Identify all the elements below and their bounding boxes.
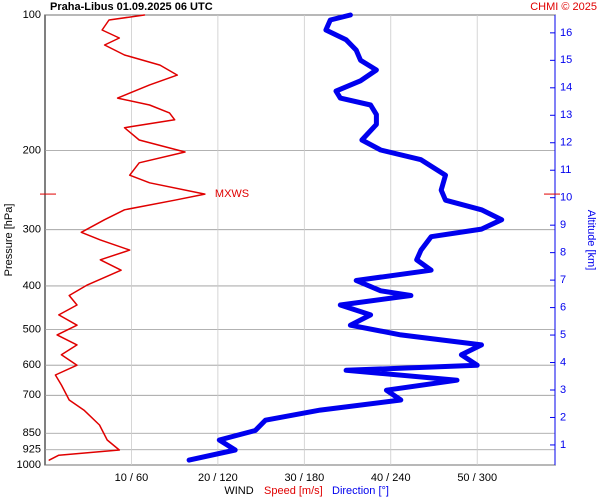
y-tick-label: 925	[23, 444, 41, 456]
y2-tick-label: 15	[560, 54, 572, 66]
y-tick-label: 600	[23, 359, 41, 371]
y-tick-label: 1000	[17, 459, 41, 471]
direction-line	[186, 12, 505, 463]
y2-tick-label: 5	[560, 329, 566, 341]
plot-frame	[44, 14, 556, 466]
y2-axis-label: Altitude [km]	[585, 210, 597, 271]
y-tick-label: 100	[23, 9, 41, 21]
y2-tick-label: 14	[560, 82, 572, 94]
x-tick-label: 20 / 120	[198, 472, 238, 484]
annotation-label: MXWS	[215, 188, 249, 200]
credit: CHMI © 2025	[530, 1, 597, 13]
y2-tick-label: 10	[560, 192, 572, 204]
y2-tick-label: 8	[560, 247, 566, 259]
legend-title: WIND	[224, 485, 253, 497]
y2-tick-label: 9	[560, 219, 566, 231]
y-tick-label: 850	[23, 427, 41, 439]
x-tick-label: 30 / 180	[284, 472, 324, 484]
x-tick-label: 50 / 300	[457, 472, 497, 484]
legend-entry: Direction [°]	[332, 485, 389, 497]
chart-title: Praha-Libus 01.09.2025 06 UTC	[50, 1, 213, 13]
x-tick-label: 10 / 60	[115, 472, 149, 484]
y-tick-label: 700	[23, 389, 41, 401]
y2-tick-label: 12	[560, 137, 572, 149]
legend-entry: Speed [m/s]	[264, 485, 323, 497]
y2-tick-label: 4	[560, 356, 566, 368]
y2-tick-label: 13	[560, 109, 572, 121]
y2-tick-label: 1	[560, 439, 566, 451]
y-tick-label: 500	[23, 323, 41, 335]
y-axis-label: Pressure [hPa]	[3, 204, 15, 277]
speed-line	[48, 14, 206, 461]
y2-tick-label: 2	[560, 411, 566, 423]
y2-tick-label: 7	[560, 274, 566, 286]
y2-tick-label: 11	[560, 164, 571, 176]
y2-tick-label: 6	[560, 301, 566, 313]
y-tick-label: 200	[23, 144, 41, 156]
y-tick-label: 400	[23, 280, 41, 292]
y2-tick-label: 16	[560, 27, 572, 39]
x-tick-label: 40 / 240	[371, 472, 411, 484]
y-tick-label: 300	[23, 224, 41, 236]
y2-tick-label: 3	[560, 384, 566, 396]
